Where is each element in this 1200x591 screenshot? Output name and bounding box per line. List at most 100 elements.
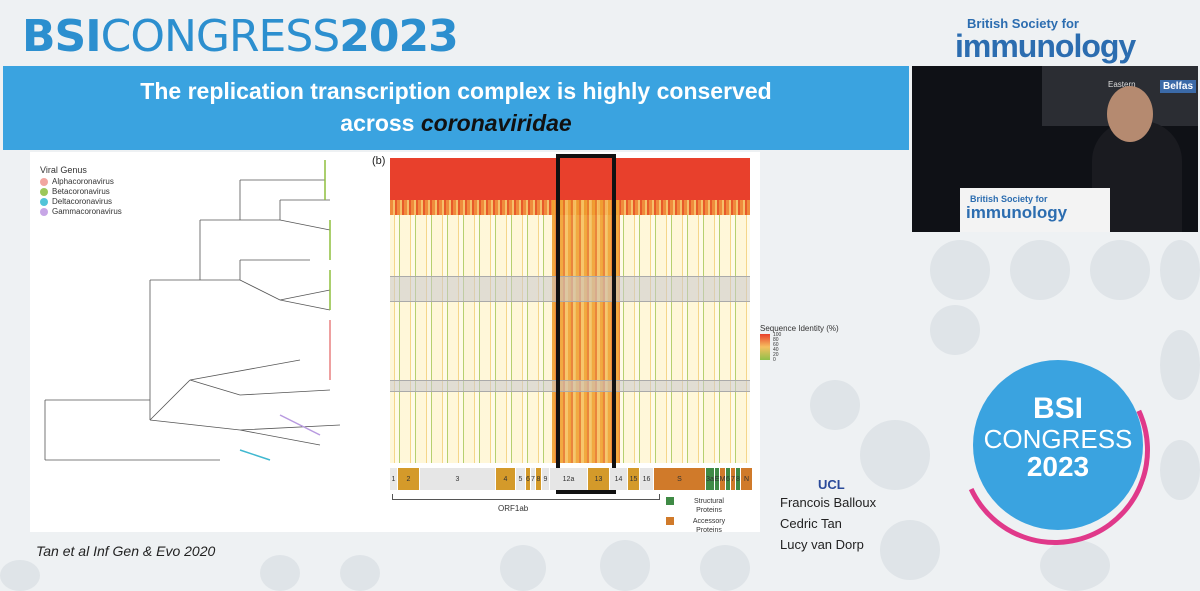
genome-segment: 14	[610, 468, 628, 490]
legend-item: Deltacoronavirus	[40, 197, 112, 206]
background-dot	[260, 555, 300, 591]
heatmap-high-identity-band	[390, 158, 750, 200]
congress-title: BSICONGRESS2023	[22, 11, 459, 62]
legend-item: Alphacoronavirus	[40, 177, 114, 186]
bsi-logo: British Society for immunology	[955, 14, 1195, 64]
genome-map: 1 2 3 4 5 6 7 8 9 12a 13 14 15 16 S 3a E M 6 7 8 N	[390, 468, 753, 490]
background-dot	[810, 380, 860, 430]
speaker-video: Eastern Belfas British Society for immun…	[912, 66, 1198, 232]
title-congress: CONGRESS	[100, 11, 341, 62]
legend-label: Alphacoronavirus	[52, 177, 114, 186]
highlight-box	[556, 154, 616, 494]
genome-segment: 5	[516, 468, 526, 490]
title-year: 2023	[339, 11, 458, 62]
podium-small-text: British Society for	[970, 194, 1048, 204]
stage-sign-text-2: Belfas	[1160, 80, 1197, 93]
author-name: Lucy van Dorp	[780, 537, 864, 552]
background-dot	[600, 540, 650, 591]
genome-segment: S	[654, 468, 706, 490]
genome-segment: E	[715, 468, 720, 490]
author-name: Francois Balloux	[780, 495, 877, 510]
slide-title-italic: coronaviridae	[420, 110, 572, 136]
speaker-head	[1107, 86, 1153, 142]
legend-item: Betacoronavirus	[40, 187, 110, 196]
badge-line-congress: CONGRESS	[983, 424, 1133, 454]
background-dot	[1010, 240, 1070, 300]
sequence-identity-tick: 0	[773, 357, 776, 363]
slide-title-banner: The replication transcription complex is…	[3, 66, 909, 150]
background-dot	[930, 305, 980, 355]
background-dot	[0, 560, 40, 591]
genome-segment: 6	[726, 468, 731, 490]
legend-label: Deltacoronavirus	[52, 197, 113, 206]
heatmap-grey-band	[390, 380, 750, 392]
genome-segment: 3a	[706, 468, 715, 490]
background-dot	[500, 545, 546, 591]
genome-segment: 7	[531, 468, 536, 490]
genome-segment: 9	[542, 468, 550, 490]
legend-swatch	[40, 187, 48, 196]
genome-segment: 8	[536, 468, 542, 490]
logo-big-text: immunology	[955, 28, 1136, 64]
genome-segment: 8	[736, 468, 741, 490]
legend-swatch	[40, 207, 48, 216]
phylogenetic-tree	[44, 160, 341, 461]
genome-segment: 16	[640, 468, 654, 490]
sequence-identity-legend-title: Sequence Identity (%)	[760, 324, 839, 333]
accessory-proteins-label: Accessory Proteins	[692, 518, 726, 534]
legend-label: Betacoronavirus	[52, 187, 110, 196]
slide-title-prefix: across	[340, 110, 415, 136]
sequence-identity-tick: 20	[773, 352, 779, 358]
background-dot	[340, 555, 380, 591]
background-dot	[1090, 240, 1150, 300]
background-dot	[880, 520, 940, 580]
sequence-identity-colorbar	[760, 334, 770, 360]
sequence-identity-tick: 80	[773, 337, 779, 343]
background-dot	[700, 545, 750, 591]
orf1ab-label: ORF1ab	[498, 504, 529, 513]
sequence-identity-heatmap	[390, 158, 750, 463]
genome-segment: 3	[420, 468, 496, 490]
logo-small-text: British Society for	[967, 16, 1079, 31]
genome-segment: 4	[496, 468, 516, 490]
genome-segment: 6	[526, 468, 531, 490]
author-name: Cedric Tan	[780, 516, 842, 531]
genome-segment: 7	[731, 468, 736, 490]
background-dot	[1040, 540, 1110, 591]
structural-proteins-swatch	[666, 497, 674, 505]
genome-segment: 12a	[550, 468, 588, 490]
legend-swatch	[40, 177, 48, 186]
podium	[960, 188, 1110, 232]
legend-title: Viral Genus	[40, 165, 87, 175]
background-dot	[860, 420, 930, 490]
podium-big-text: immunology	[966, 203, 1068, 222]
genome-segment: 2	[398, 468, 420, 490]
background-dot	[1160, 440, 1200, 500]
sequence-identity-tick: 60	[773, 342, 779, 348]
background-dot	[930, 240, 990, 300]
sequence-identity-tick: 40	[773, 347, 779, 353]
title-bsi: BSI	[22, 11, 102, 62]
genome-segment: 1	[390, 468, 398, 490]
stage-sign-text: Eastern	[1108, 80, 1136, 89]
orf1ab-bracket	[392, 494, 660, 500]
genome-segment: 15	[628, 468, 640, 490]
citation: Tan et al Inf Gen & Evo 2020	[36, 543, 216, 559]
congress-badge	[973, 360, 1143, 530]
credits-org: UCL	[818, 477, 845, 492]
background-dot	[1160, 330, 1200, 400]
panel-label: (b)	[372, 155, 386, 167]
badge-line-bsi: BSI	[1032, 392, 1083, 425]
heatmap-conserved-region	[552, 200, 620, 463]
badge-line-year: 2023	[1026, 451, 1090, 482]
genome-segment: 13	[588, 468, 610, 490]
slide-title-line1: The replication transcription complex is…	[140, 78, 772, 104]
background-dot	[1160, 240, 1200, 300]
slide-title-line2: across coronaviridae	[3, 110, 909, 137]
genome-segment: N	[741, 468, 753, 490]
accessory-proteins-swatch	[666, 517, 674, 525]
heatmap-grey-band	[390, 276, 750, 302]
sequence-identity-tick: 100	[773, 332, 782, 338]
legend-item: Gammacoronavirus	[40, 207, 122, 216]
legend-swatch	[40, 197, 48, 206]
